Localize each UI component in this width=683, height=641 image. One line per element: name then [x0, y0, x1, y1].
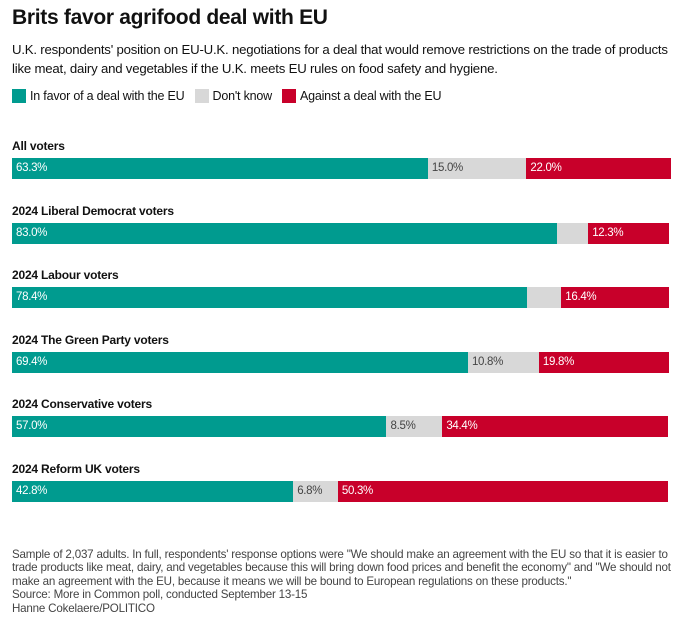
data-label: 16.4% [565, 291, 597, 304]
bar-segment-against-a-deal-with-the-eu [526, 158, 671, 179]
data-label: 50.3% [341, 485, 373, 497]
data-label: 69.4% [16, 355, 48, 368]
bar-segment-don-t-know [557, 222, 589, 244]
bar-row-2024-conservative-voters: 57.0% 8.5% 34.4% [12, 416, 669, 438]
data-label: 15.0% [431, 162, 463, 174]
data-label: 8.5% [390, 420, 416, 433]
bar-segment-in-favor-of-a-deal-with-the-eu [12, 158, 428, 179]
bar-segment-against-a-deal-with-the-eu [442, 416, 669, 438]
bar-segment-against-a-deal-with-the-eu [337, 481, 669, 502]
footer: Sample of 2,037 adults. In full, respond… [12, 548, 677, 615]
bar-segment-don-t-know [527, 287, 562, 309]
source-line: Source: More in Common poll, conducted S… [12, 588, 308, 602]
bar-segment-in-favor-of-a-deal-with-the-eu [12, 481, 294, 502]
legend-swatch-dont-know [194, 89, 209, 103]
legend-item-in-favor: In favor of a deal with the EU [12, 89, 185, 103]
bar-segment-don-t-know [427, 158, 527, 179]
bar-segment-against-a-deal-with-the-eu [538, 351, 669, 373]
legend-label-against: Against a deal with the EU [299, 89, 442, 103]
bar-row-2024-liberal-democrat-voters: 83.0% 12.3% [12, 222, 669, 244]
bar-segment-don-t-know [293, 481, 338, 502]
chart-subtitle: U.K. respondents' position on EU-U.K. ne… [12, 42, 668, 76]
legend-item-dont-know: Don't know [194, 89, 273, 103]
data-label: 34.4% [446, 420, 478, 433]
bar-segment-in-favor-of-a-deal-with-the-eu [12, 222, 558, 244]
category-label: 2024 The Green Party voters [12, 332, 169, 347]
bar-segment-against-a-deal-with-the-eu [561, 287, 669, 309]
legend-label-dont-know: Don't know [212, 89, 273, 103]
bar-row-2024-reform-uk-voters: 42.8% 6.8% 50.3% [12, 481, 669, 502]
category-label: All voters [12, 139, 65, 153]
data-label: 12.3% [592, 226, 624, 239]
data-label: 78.4% [16, 291, 48, 304]
data-label: 22.0% [530, 162, 562, 174]
footnote: Sample of 2,037 adults. In full, respond… [12, 548, 671, 588]
legend-item-against: Against a deal with the EU [281, 89, 442, 103]
bar-segment-don-t-know [386, 416, 443, 438]
data-label: 10.8% [471, 355, 504, 368]
bar-row-2024-the-green-party-voters: 69.4% 10.8% 19.8% [12, 351, 669, 373]
chart-title: Brits favor agrifood deal with EU [12, 6, 328, 29]
legend-swatch-against [281, 89, 296, 103]
data-label: 83.0% [16, 226, 48, 239]
bar-segment-in-favor-of-a-deal-with-the-eu [12, 351, 468, 373]
legend: In favor of a deal with the EU Don't kno… [12, 89, 451, 103]
category-label: 2024 Reform UK voters [12, 462, 140, 476]
data-label: 6.8% [297, 485, 323, 497]
legend-swatch-in-favor [12, 89, 26, 103]
bar-segment-in-favor-of-a-deal-with-the-eu [12, 416, 387, 438]
bar-segment-against-a-deal-with-the-eu [588, 222, 669, 244]
data-label: 42.8% [16, 485, 48, 497]
category-label: 2024 Liberal Democrat voters [12, 203, 174, 218]
bar-segment-in-favor-of-a-deal-with-the-eu [12, 287, 528, 309]
bar-segment-don-t-know [467, 351, 539, 373]
category-label: 2024 Labour voters [12, 268, 119, 283]
data-label: 57.0% [16, 420, 48, 433]
category-label: 2024 Conservative voters [12, 397, 152, 412]
bar-row-all-voters: 63.3% 15.0% 22.0% [12, 158, 671, 179]
data-label: 63.3% [16, 162, 48, 174]
legend-label-in-favor: In favor of a deal with the EU [30, 89, 185, 103]
data-label: 19.8% [542, 355, 575, 368]
bar-row-2024-labour-voters: 78.4% 16.4% [12, 287, 669, 309]
credit-line: Hanne Cokelaere/POLITICO [12, 601, 155, 615]
